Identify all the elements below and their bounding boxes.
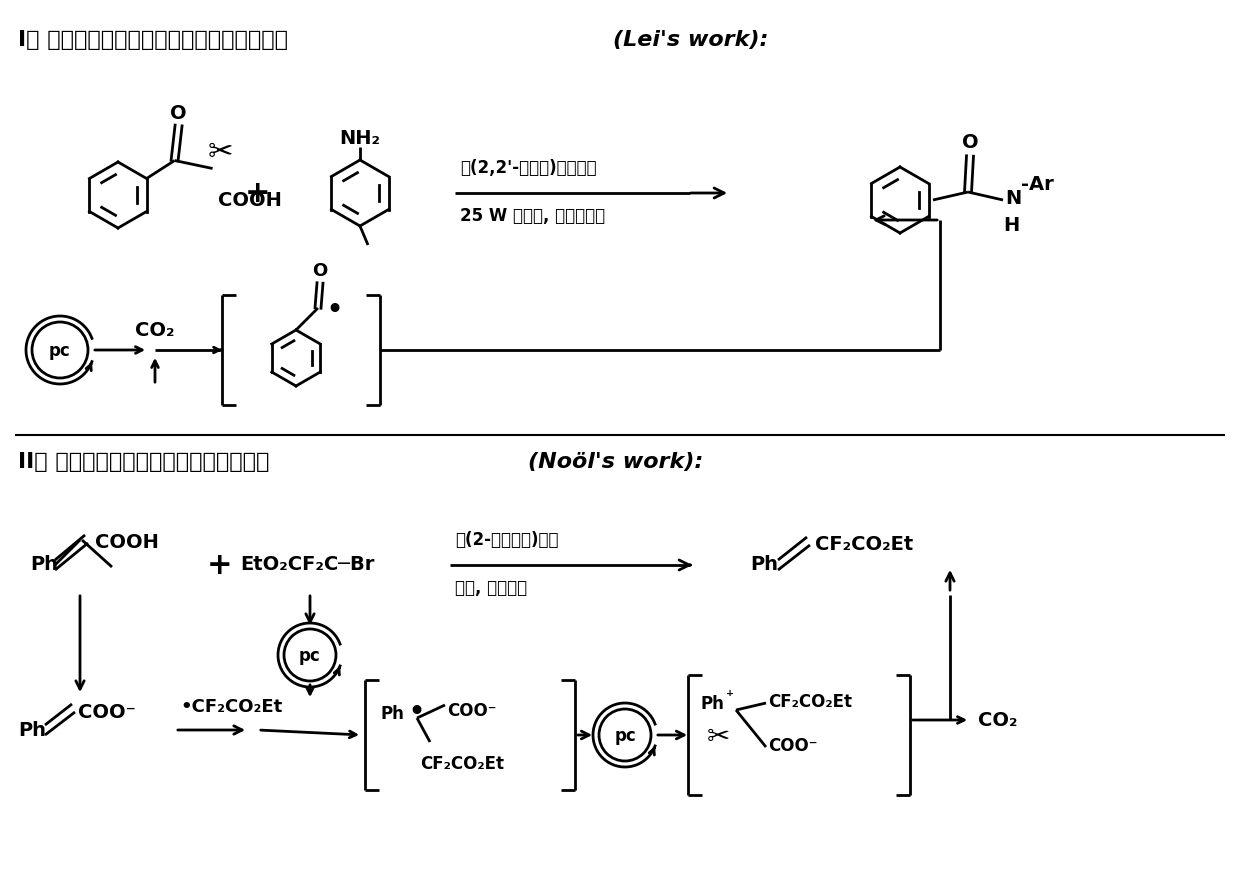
Text: -Ar: -Ar xyxy=(1021,174,1054,194)
Text: O: O xyxy=(962,133,978,153)
Text: CO₂: CO₂ xyxy=(135,321,175,340)
Text: II） 光介导的肉桂酸脱罧二氟甲基化反应: II） 光介导的肉桂酸脱罧二氟甲基化反应 xyxy=(19,452,277,472)
Text: Ph: Ph xyxy=(30,555,58,574)
Text: O: O xyxy=(170,104,187,123)
Text: •: • xyxy=(325,296,343,324)
Text: ✂: ✂ xyxy=(707,723,729,751)
Text: CF₂CO₂Et: CF₂CO₂Et xyxy=(420,755,503,773)
Text: EtO₂CF₂C─Br: EtO₂CF₂C─Br xyxy=(241,555,374,574)
Text: pc: pc xyxy=(299,647,321,665)
Text: +: + xyxy=(207,550,233,580)
Text: COOH: COOH xyxy=(217,190,281,210)
Text: CF₂CO₂Et: CF₂CO₂Et xyxy=(768,693,852,711)
Text: Ph: Ph xyxy=(19,721,46,739)
Text: ⁺: ⁺ xyxy=(725,689,734,704)
Text: Ph: Ph xyxy=(379,705,404,723)
Text: CF₂CO₂Et: CF₂CO₂Et xyxy=(815,536,913,555)
Text: 三(2,2'-联吵吷)二氯化钓: 三(2,2'-联吵吷)二氯化钓 xyxy=(460,159,596,177)
Text: •CF₂CO₂Et: •CF₂CO₂Et xyxy=(180,698,283,716)
Text: COOH: COOH xyxy=(95,533,159,553)
Text: CO₂: CO₂ xyxy=(978,711,1018,730)
Text: (Noöl's work):: (Noöl's work): xyxy=(528,452,703,472)
Text: 三(2-苯基吵吷)合鸢: 三(2-苯基吵吷)合鸢 xyxy=(455,531,558,549)
Text: NH₂: NH₂ xyxy=(340,129,381,147)
Text: (Lei's work):: (Lei's work): xyxy=(613,30,769,50)
Text: pc: pc xyxy=(614,727,636,745)
Text: I） 光介导的苯甲酰甲酸的直接脱罧鐵化反应: I） 光介导的苯甲酰甲酸的直接脱罧鐵化反应 xyxy=(19,30,288,50)
Text: +: + xyxy=(246,179,270,207)
Text: N: N xyxy=(1004,188,1022,207)
Text: Ph: Ph xyxy=(701,695,724,713)
Text: COO⁻: COO⁻ xyxy=(446,702,496,720)
Text: COO⁻: COO⁻ xyxy=(768,737,817,755)
Text: H: H xyxy=(1003,216,1019,235)
Text: Ph: Ph xyxy=(750,555,777,574)
Text: pc: pc xyxy=(50,342,71,360)
Text: 蓝光, 二氧六环: 蓝光, 二氧六环 xyxy=(455,579,527,597)
Text: •: • xyxy=(407,698,425,727)
Text: O: O xyxy=(312,262,327,280)
Text: ✂: ✂ xyxy=(208,138,233,167)
Text: 25 W 荞光灯, 二甲基亚瞃: 25 W 荞光灯, 二甲基亚瞃 xyxy=(460,207,605,225)
Text: COO⁻: COO⁻ xyxy=(78,703,135,722)
